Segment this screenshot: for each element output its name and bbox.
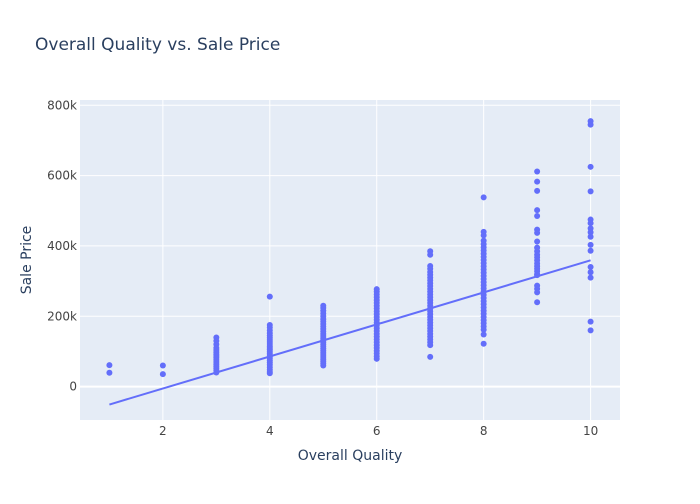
- data-point: [587, 327, 594, 334]
- data-point: [587, 241, 594, 248]
- scatter-points: [106, 118, 594, 378]
- data-point: [587, 121, 594, 128]
- data-point: [427, 353, 434, 360]
- data-point: [587, 264, 594, 271]
- chart-title: Overall Quality vs. Sale Price: [35, 35, 280, 55]
- x-tick-label: 4: [266, 424, 274, 438]
- y-tick-label: 400k: [47, 239, 77, 253]
- y-tick-label: 0: [69, 380, 77, 394]
- data-point: [534, 178, 541, 185]
- data-point: [480, 331, 487, 338]
- data-point: [159, 371, 166, 378]
- y-axis-label: Sale Price: [19, 226, 35, 295]
- data-point: [534, 207, 541, 214]
- x-tick-label: 6: [373, 424, 381, 438]
- y-tick-label: 800k: [47, 98, 77, 112]
- data-point: [534, 299, 541, 306]
- data-point: [534, 289, 541, 296]
- data-point: [534, 187, 541, 194]
- data-point: [480, 326, 487, 333]
- y-gridlines: [80, 104, 620, 388]
- data-point: [587, 229, 594, 236]
- data-point: [480, 340, 487, 347]
- data-point: [587, 269, 594, 276]
- data-point: [266, 293, 273, 300]
- data-point: [106, 362, 113, 369]
- data-point: [534, 229, 541, 236]
- data-point: [587, 220, 594, 227]
- data-point: [106, 369, 113, 376]
- x-tick-label: 8: [480, 424, 488, 438]
- plot-area: [80, 100, 620, 420]
- x-tick-label: 2: [159, 424, 167, 438]
- y-tick-label: 200k: [47, 309, 77, 323]
- data-point: [587, 233, 594, 240]
- data-point: [159, 362, 166, 369]
- data-point: [373, 355, 380, 362]
- data-point: [587, 247, 594, 254]
- data-point: [587, 318, 594, 325]
- data-point: [480, 194, 487, 201]
- data-point: [320, 362, 327, 369]
- x-axis-label: Overall Quality: [298, 448, 403, 464]
- y-tick-labels: 0 200k 400k 600k 800k: [47, 98, 77, 393]
- data-point: [534, 168, 541, 175]
- x-tick-label: 10: [583, 424, 598, 438]
- trend-line-layer: [109, 259, 591, 406]
- data-point: [266, 370, 273, 377]
- data-point: [534, 238, 541, 245]
- data-point: [587, 274, 594, 281]
- y-tick-label: 600k: [47, 169, 77, 183]
- data-point: [427, 251, 434, 258]
- trend-line: [109, 259, 591, 406]
- data-point: [587, 163, 594, 170]
- data-point: [587, 188, 594, 195]
- data-point: [480, 232, 487, 239]
- data-point: [534, 213, 541, 220]
- data-point: [427, 342, 434, 349]
- x-tick-labels: 2 4 6 8 10: [159, 424, 598, 438]
